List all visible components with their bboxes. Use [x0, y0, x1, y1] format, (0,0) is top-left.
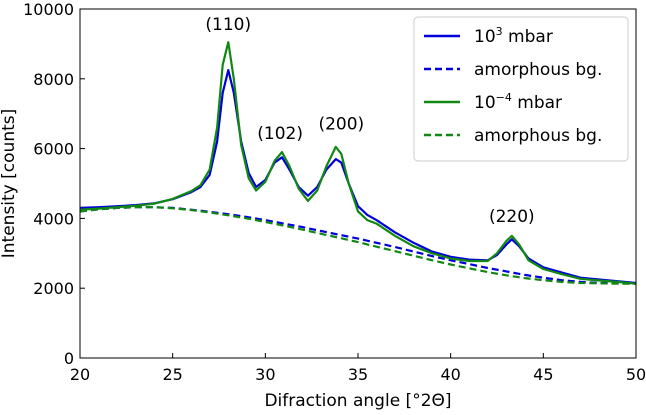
series-line-3 [79, 206, 636, 285]
x-tick-label: 35 [348, 365, 368, 384]
legend-entry-1e-4-mbar: 10−4 mbar [424, 91, 562, 113]
legend-label: amorphous bg. [474, 126, 602, 146]
annotations-layer: (110) (102) (200) (220) [205, 15, 534, 227]
legend-label: 10−4 mbar [474, 91, 562, 113]
series-layer [79, 41, 637, 285]
x-tick-label: 50 [626, 365, 646, 384]
y-tick-label: 10000 [23, 0, 74, 19]
y-tick-label: 8000 [33, 70, 74, 89]
peak-label: (102) [257, 124, 303, 144]
x-tick-label: 30 [255, 365, 275, 384]
peak-label: (220) [489, 207, 535, 227]
legend-label: 103 mbar [474, 25, 553, 47]
x-tick-label: 20 [70, 365, 90, 384]
peak-label: (200) [318, 114, 364, 134]
x-tick-label: 40 [440, 365, 460, 384]
ticks-layer: 20 25 30 35 40 45 50 0 2000 4000 6000 8000 10000 [23, 0, 646, 384]
x-tick-label: 45 [533, 365, 553, 384]
legend-label: amorphous bg. [474, 60, 602, 80]
legend-box [413, 16, 629, 162]
x-tick-label: 25 [162, 365, 182, 384]
legend-entry-amorphous-bg-2: amorphous bg. [424, 126, 602, 146]
y-tick-label: 2000 [33, 279, 74, 298]
legend-entry-1e3-mbar: 103 mbar [424, 25, 553, 47]
x-axis-label: Difraction angle [°2Θ] [264, 391, 451, 411]
y-tick-label: 6000 [33, 140, 74, 159]
y-tick-label: 4000 [33, 209, 74, 228]
y-axis-label: Intensity [counts] [0, 109, 19, 258]
series-line-2 [79, 41, 637, 285]
series-line-0 [79, 69, 637, 285]
y-tick-label: 0 [64, 349, 74, 368]
legend-entry-amorphous-bg-1: amorphous bg. [424, 60, 602, 80]
peak-label: (110) [205, 15, 251, 35]
legend: 103 mbar amorphous bg. 10−4 mbar amorpho… [413, 16, 629, 162]
